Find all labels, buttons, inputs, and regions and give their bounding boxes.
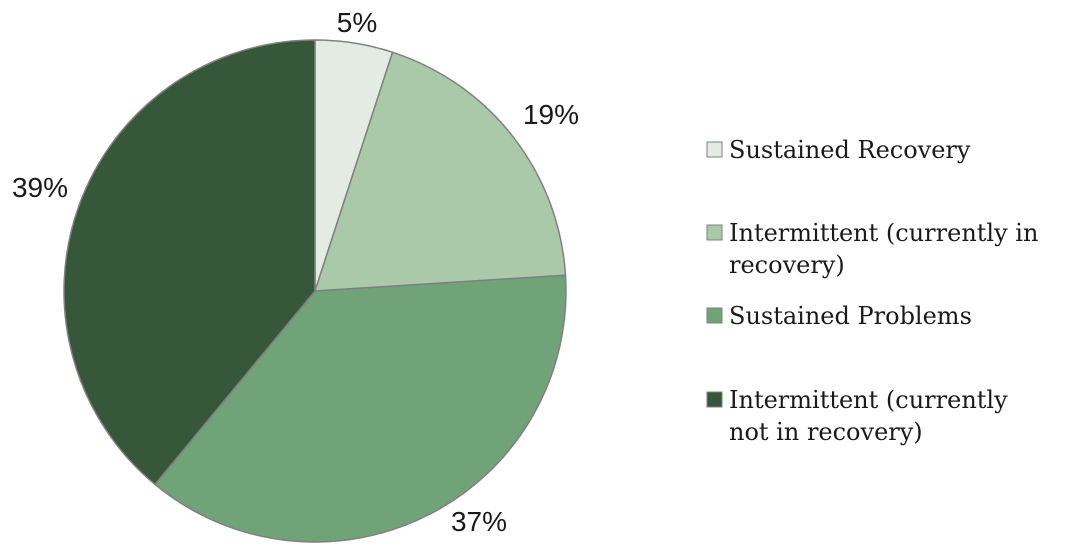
legend-label-3-line-1: Sustained Problems (729, 302, 972, 330)
pie-data-labels: 5% 19% 37% 39% (12, 7, 579, 537)
legend-swatch-4 (706, 391, 723, 408)
data-label-1: 5% (337, 7, 377, 38)
legend-swatch-1 (706, 141, 723, 158)
legend-item-1: Sustained Recovery (706, 136, 971, 164)
legend-swatch-3 (706, 307, 723, 324)
legend-label-1-line-1: Sustained Recovery (729, 136, 971, 164)
legend: Sustained Recovery Intermittent (currentl… (706, 136, 1038, 446)
legend-label-4-line-1: Intermittent (currently (729, 386, 1008, 414)
legend-swatch-2 (706, 224, 723, 241)
legend-item-2: Intermittent (currently in recovery) (706, 219, 1038, 279)
legend-label-4-line-2: not in recovery) (729, 418, 923, 446)
pie-slice-4 (63, 39, 316, 486)
legend-item-4: Intermittent (currently not in recovery) (706, 386, 1008, 446)
pie-slice-3 (153, 274, 567, 543)
data-label-4: 39% (12, 172, 68, 203)
data-label-3: 37% (451, 506, 507, 537)
pie-slice-2 (313, 51, 567, 292)
data-label-2: 19% (523, 99, 579, 130)
legend-label-2-line-2: recovery) (729, 251, 845, 279)
legend-item-3: Sustained Problems (706, 302, 972, 330)
legend-label-2-line-1: Intermittent (currently in (729, 219, 1038, 247)
pie-slices (63, 39, 567, 543)
